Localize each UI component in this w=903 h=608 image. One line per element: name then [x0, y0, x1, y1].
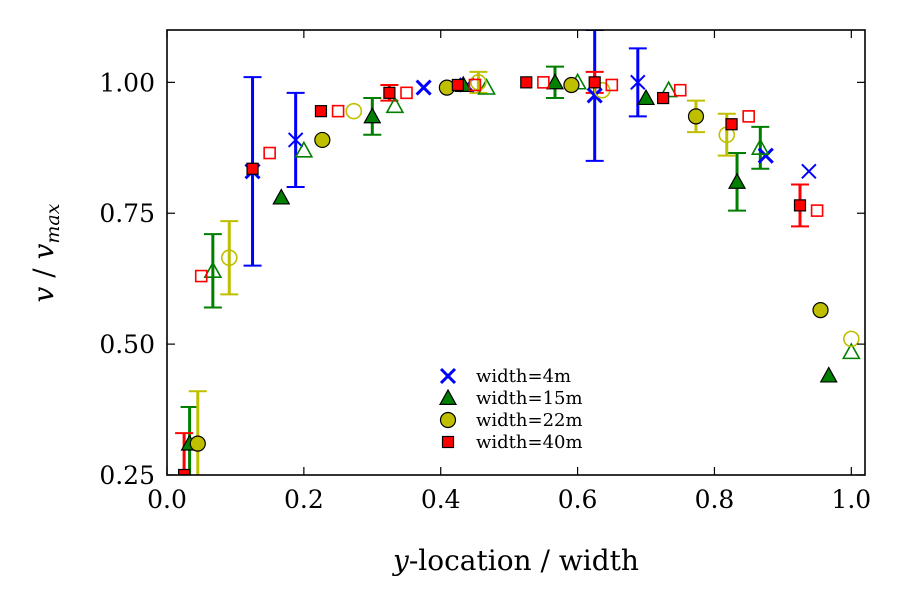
- data-point: [417, 81, 431, 95]
- data-point: [729, 174, 745, 188]
- data-point: [384, 87, 395, 98]
- data-point: [346, 104, 361, 119]
- x-tick-label: 0.2: [284, 485, 324, 514]
- y-tick-label: 0.25: [99, 461, 155, 490]
- legend-label: width=40m: [476, 432, 583, 453]
- data-point: [452, 79, 463, 90]
- x-axis-label-text: -location / width: [409, 544, 639, 577]
- data-point: [589, 77, 600, 88]
- data-point: [264, 148, 275, 159]
- data-point: [675, 85, 686, 96]
- data-point: [273, 190, 289, 204]
- legend-marker: [441, 369, 455, 383]
- legend-marker: [440, 390, 456, 404]
- legend-marker: [443, 437, 454, 448]
- data-point: [364, 108, 380, 122]
- data-point: [296, 142, 312, 156]
- legend-marker: [441, 413, 456, 428]
- x-tick-label: 0.6: [558, 485, 598, 514]
- x-axis-label: y-location / width: [391, 544, 639, 577]
- data-point: [812, 205, 823, 216]
- data-point: [821, 368, 837, 382]
- data-point: [521, 77, 532, 88]
- data-point: [401, 87, 412, 98]
- data-point: [315, 132, 330, 147]
- x-tick-label: 0.8: [695, 485, 735, 514]
- y-axis-label-sep: /: [27, 259, 60, 286]
- data-point: [315, 106, 326, 117]
- x-axis-label-var: y: [391, 544, 410, 577]
- data-point: [813, 303, 828, 318]
- y-tick-label: 0.75: [99, 199, 155, 228]
- y-axis-label: v / vmax: [27, 203, 64, 302]
- y-tick-label: 1.00: [99, 68, 155, 97]
- legend-label: width=15m: [476, 388, 583, 409]
- y-axis-label-vmax: v: [27, 243, 60, 259]
- data-point: [190, 436, 205, 451]
- data-point: [333, 106, 344, 117]
- x-tick-label: 1.0: [831, 485, 871, 514]
- y-axis-label-v: v: [27, 286, 60, 302]
- legend-label: width=22m: [476, 410, 583, 431]
- data-point: [658, 93, 669, 104]
- data-point: [802, 164, 816, 178]
- y-tick-label: 0.50: [99, 330, 155, 359]
- data-point: [794, 200, 805, 211]
- data-point: [726, 119, 737, 130]
- data-point: [247, 163, 258, 174]
- x-tick-label: 0.4: [421, 485, 461, 514]
- data-point: [538, 77, 549, 88]
- y-axis-label-vmax-sub: max: [42, 203, 64, 243]
- data-point: [743, 111, 754, 122]
- error-bar: [220, 221, 238, 294]
- data-point: [564, 77, 579, 92]
- data-point: [688, 109, 703, 124]
- legend-label: width=4m: [476, 366, 571, 387]
- data-point: [638, 90, 654, 104]
